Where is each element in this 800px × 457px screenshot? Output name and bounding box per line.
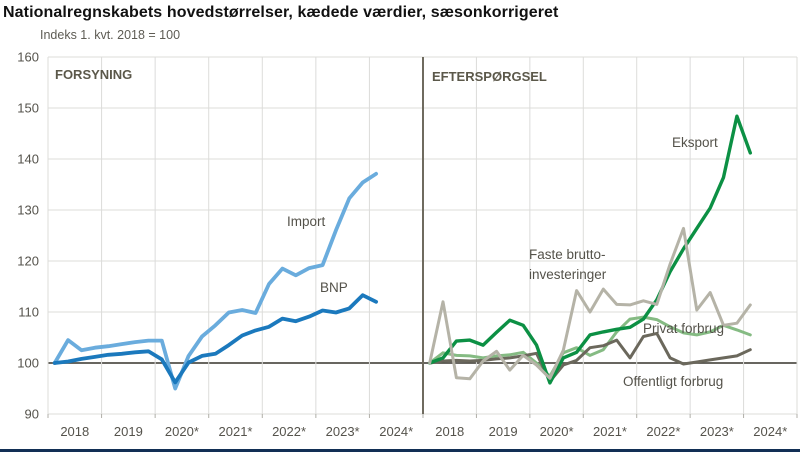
series-label-eksport: Eksport bbox=[672, 135, 718, 150]
x-tick-label: 2021* bbox=[593, 424, 627, 439]
series-line-bnp bbox=[52, 293, 379, 385]
series-label-import: Import bbox=[287, 214, 326, 229]
y-tick-label: 150 bbox=[17, 101, 39, 116]
x-tick-label: 2021* bbox=[219, 424, 253, 439]
y-tick-label: 140 bbox=[17, 152, 39, 167]
x-tick-label: 2020* bbox=[165, 424, 199, 439]
y-tick-label: 160 bbox=[17, 50, 39, 65]
series-label-investments-line2: investeringer bbox=[529, 267, 607, 282]
chart-subtitle: Indeks 1. kvt. 2018 = 100 bbox=[40, 28, 181, 42]
y-tick-label: 100 bbox=[17, 356, 39, 371]
series-line-faste-bruttoinvesteringer bbox=[428, 226, 752, 381]
series-label-privat: Privat forbrug bbox=[643, 321, 725, 336]
x-tick-label: 2023* bbox=[326, 424, 360, 439]
series-line-import bbox=[52, 171, 379, 391]
x-tick-label: 2018 bbox=[435, 424, 464, 439]
series-line-eksport bbox=[428, 114, 752, 385]
series-label-investments: Faste brutto- investeringer bbox=[529, 245, 606, 285]
series-label-offentligt: Offentligt forbrug bbox=[623, 374, 724, 389]
x-tick-label: 2019 bbox=[114, 424, 143, 439]
series-label-investments-line1: Faste brutto- bbox=[529, 247, 606, 262]
x-tick-label: 2020* bbox=[540, 424, 574, 439]
series-line-privat-forbrug bbox=[428, 315, 752, 378]
page-title: Nationalregnskabets hovedstørrelser, kæd… bbox=[3, 4, 559, 21]
x-tick-label: 2024* bbox=[753, 424, 787, 439]
panel-title-demand: EFTERSPØRGSEL bbox=[432, 69, 547, 84]
x-tick-label: 2019 bbox=[489, 424, 518, 439]
bottom-rule bbox=[0, 449, 800, 452]
x-tick-label: 2023* bbox=[700, 424, 734, 439]
y-tick-label: 130 bbox=[17, 203, 39, 218]
x-tick-label: 2022* bbox=[646, 424, 680, 439]
y-tick-label: 120 bbox=[17, 254, 39, 269]
y-tick-label: 110 bbox=[18, 305, 39, 320]
series-label-bnp: BNP bbox=[320, 280, 348, 295]
x-tick-label: 2022* bbox=[272, 424, 306, 439]
panel-title-supply: FORSYNING bbox=[55, 67, 133, 82]
y-tick-label: 90 bbox=[25, 407, 39, 422]
x-tick-label: 2024* bbox=[379, 424, 413, 439]
x-tick-label: 2018 bbox=[60, 424, 89, 439]
